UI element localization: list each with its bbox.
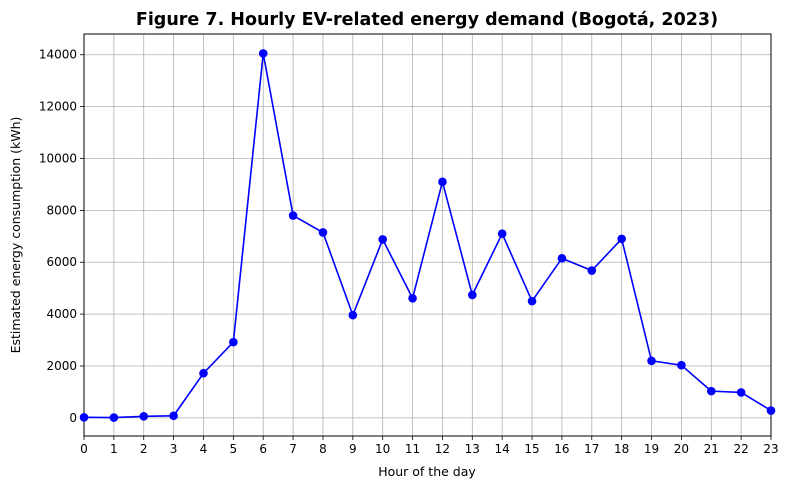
data-point bbox=[438, 177, 447, 187]
data-point bbox=[169, 411, 178, 421]
data-point bbox=[706, 386, 716, 396]
x-tick-label: 15 bbox=[524, 442, 539, 456]
data-point bbox=[587, 266, 597, 275]
y-tick-label: 12000 bbox=[39, 100, 77, 114]
x-tick-label: 4 bbox=[200, 442, 208, 456]
x-tick-label: 1 bbox=[110, 442, 118, 456]
y-tick-label: 4000 bbox=[46, 307, 77, 321]
x-tick-label: 2 bbox=[140, 442, 148, 456]
data-point bbox=[736, 388, 746, 397]
y-tick-label: 8000 bbox=[46, 203, 77, 217]
x-tick-label: 16 bbox=[554, 442, 569, 456]
y-axis-ticks: 0 2000 4000 6000 8000 10000 12000 14000 bbox=[39, 48, 84, 425]
x-tick-label: 8 bbox=[319, 442, 327, 456]
data-point bbox=[468, 290, 477, 300]
x-tick-label: 10 bbox=[375, 442, 390, 456]
data-point bbox=[288, 211, 298, 220]
y-tick-label: 10000 bbox=[39, 151, 77, 165]
data-point bbox=[378, 235, 387, 244]
series-points bbox=[79, 49, 776, 422]
x-tick-label: 5 bbox=[230, 442, 238, 456]
x-tick-label: 9 bbox=[349, 442, 357, 456]
data-point bbox=[229, 337, 238, 347]
x-tick-label: 13 bbox=[465, 442, 480, 456]
data-point bbox=[677, 360, 686, 370]
y-tick-label: 6000 bbox=[46, 255, 77, 269]
data-point bbox=[109, 413, 119, 422]
x-tick-label: 21 bbox=[704, 442, 719, 456]
data-point bbox=[766, 406, 776, 415]
x-tick-label: 23 bbox=[763, 442, 778, 456]
x-tick-label: 20 bbox=[674, 442, 689, 456]
data-point bbox=[557, 254, 567, 263]
data-point bbox=[408, 293, 417, 303]
data-point bbox=[647, 356, 656, 366]
data-point bbox=[348, 310, 358, 320]
x-tick-label: 3 bbox=[170, 442, 178, 456]
data-point bbox=[497, 229, 507, 239]
data-point bbox=[139, 411, 149, 421]
x-tick-label: 6 bbox=[259, 442, 267, 456]
plot-area-frame bbox=[83, 33, 772, 437]
y-tick-label: 2000 bbox=[46, 359, 77, 373]
x-tick-label: 14 bbox=[495, 442, 510, 456]
chart-title: Figure 7. Hourly EV-related energy deman… bbox=[136, 10, 718, 30]
series-line bbox=[83, 53, 772, 419]
x-tick-label: 0 bbox=[80, 442, 88, 456]
data-point bbox=[199, 368, 208, 378]
x-tick-label: 19 bbox=[644, 442, 659, 456]
y-tick-label: 14000 bbox=[39, 48, 77, 62]
data-point bbox=[617, 234, 626, 244]
y-axis-label: Estimated energy consumption (kWh) bbox=[8, 117, 23, 354]
x-axis-ticks: 0 1 2 3 4 5 6 7 8 9 10 11 12 13 14 15 16 17 18 19 20 21 22 23 bbox=[80, 436, 779, 456]
x-tick-label: 22 bbox=[733, 442, 748, 456]
y-tick-label: 0 bbox=[69, 411, 77, 425]
grid bbox=[83, 34, 772, 436]
x-axis-label: Hour of the day bbox=[378, 464, 476, 479]
x-tick-label: 11 bbox=[405, 442, 420, 456]
x-tick-label: 18 bbox=[614, 442, 629, 456]
data-point bbox=[258, 49, 268, 58]
x-tick-label: 7 bbox=[289, 442, 297, 456]
x-tick-label: 17 bbox=[584, 442, 599, 456]
data-point bbox=[527, 296, 537, 306]
data-point bbox=[318, 228, 328, 237]
x-tick-label: 12 bbox=[435, 442, 450, 456]
data-point bbox=[79, 413, 89, 422]
